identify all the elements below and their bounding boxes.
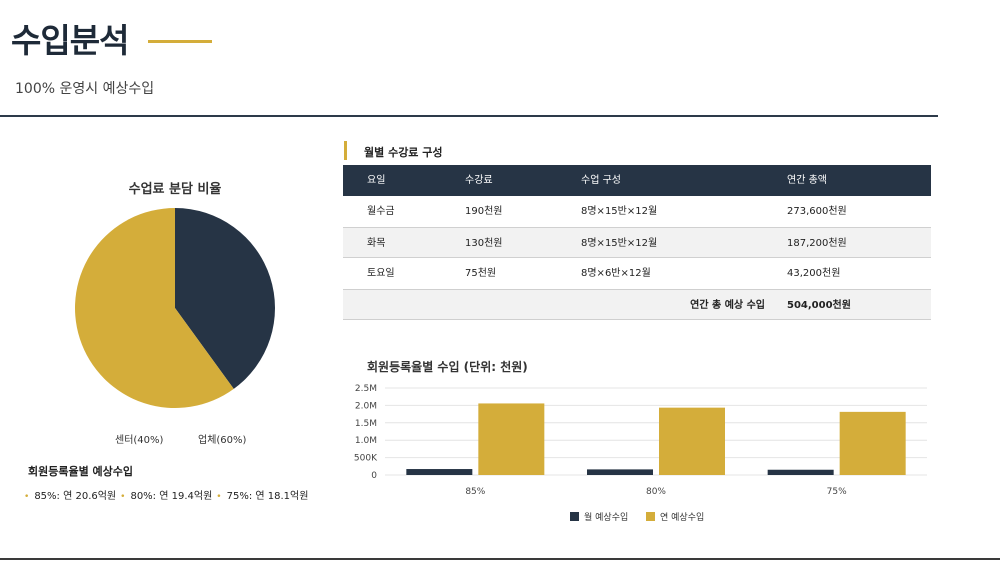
table-cell: 화목 <box>367 238 386 249</box>
x-tick-label: 80% <box>646 487 666 497</box>
pie-label-vendor: 업체(60%) <box>198 435 247 446</box>
table-header-row: 요일 수강료 수업 구성 연간 총액 <box>343 165 931 196</box>
table-cell: 130천원 <box>465 238 503 249</box>
column-header: 수강료 <box>465 175 493 186</box>
page-subtitle: 100% 운영시 예상수입 <box>15 81 155 97</box>
table-cell: 187,200천원 <box>787 238 847 249</box>
pie-chart-title: 수업료 분담 비율 <box>128 182 222 197</box>
y-tick-label: 0 <box>371 471 377 481</box>
estimate-item: • 85%: 연 20.6억원 <box>24 491 117 502</box>
table-cell: 43,200천원 <box>787 268 841 279</box>
total-label: 연간 총 예상 수입 <box>690 300 765 311</box>
column-header: 수업 구성 <box>581 175 621 186</box>
x-tick-label: 75% <box>827 487 847 497</box>
table-cell: 8명×15반×12월 <box>581 206 658 217</box>
legend-label: 연 예상수입 <box>660 511 704 523</box>
bar-chart: 0 500K 1.0M 1.5M 2.0M 2.5M 85% 80% 75% 월 예상수입 연 예상… <box>354 384 927 523</box>
page-title: 수입분석 <box>11 21 129 60</box>
estimate-item: • 75%: 연 18.1억원 <box>216 491 309 502</box>
pie-slice-vendor <box>74 208 234 408</box>
y-tick-label: 2.0M <box>355 401 377 411</box>
x-tick-label: 85% <box>465 487 485 497</box>
bar-annual <box>839 411 906 475</box>
bullet-icon: • <box>120 492 126 502</box>
title-accent-line <box>148 40 212 43</box>
pie-slice-center <box>175 208 275 389</box>
table-row: 월수금 190천원 8명×15반×12월 273,600천원 <box>343 196 931 227</box>
table-cell: 월수금 <box>367 206 395 217</box>
y-tick-label: 500K <box>354 454 378 464</box>
table-label-accent <box>344 141 347 160</box>
y-tick-label: 1.5M <box>355 419 377 429</box>
bar-annual <box>478 403 545 475</box>
table-cell: 8명×6반×12월 <box>581 268 651 279</box>
y-tick-label: 2.5M <box>355 384 377 394</box>
bullet-icon: • <box>216 492 222 502</box>
legend-swatch <box>646 512 655 521</box>
table-total-row: 연간 총 예상 수입 504,000천원 <box>343 289 931 320</box>
pie-chart <box>74 208 275 408</box>
column-header: 요일 <box>367 175 386 186</box>
table-label: 월별 수강료 구성 <box>364 146 443 159</box>
bar-monthly <box>587 469 653 475</box>
table-row: 화목 130천원 8명×15반×12월 187,200천원 <box>343 227 931 258</box>
estimate-list: • 85%: 연 20.6억원 • 80%: 연 19.4억원 • 75%: 연 18… <box>24 487 312 502</box>
bar-monthly <box>406 469 473 475</box>
bar-annual <box>659 407 725 475</box>
bar-monthly <box>767 469 834 475</box>
table-row: 토요일 75천원 8명×6반×12월 43,200천원 <box>343 258 931 289</box>
legend-swatch <box>570 512 579 521</box>
header-divider <box>0 115 938 117</box>
table-cell: 273,600천원 <box>787 206 847 217</box>
table-cell: 75천원 <box>465 268 497 279</box>
footer-line <box>0 558 1000 560</box>
bullet-icon: • <box>24 492 30 502</box>
pie-label-center: 센터(40%) <box>115 435 164 446</box>
legend-label: 월 예상수입 <box>584 511 628 523</box>
table-cell: 토요일 <box>367 268 395 279</box>
total-value: 504,000천원 <box>787 300 851 311</box>
column-header: 연간 총액 <box>787 175 827 186</box>
fee-table: 요일 수강료 수업 구성 연간 총액 월수금 190천원 8명×15반×12월 … <box>343 165 931 320</box>
estimate-item: • 80%: 연 19.4억원 <box>120 491 213 502</box>
estimate-title: 회원등록율별 예상수입 <box>28 465 134 478</box>
y-tick-label: 1.0M <box>355 436 377 446</box>
table-cell: 190천원 <box>465 206 503 217</box>
table-cell: 8명×15반×12월 <box>581 238 658 249</box>
bar-chart-title: 회원등록율별 수입 (단위: 천원) <box>367 360 528 374</box>
